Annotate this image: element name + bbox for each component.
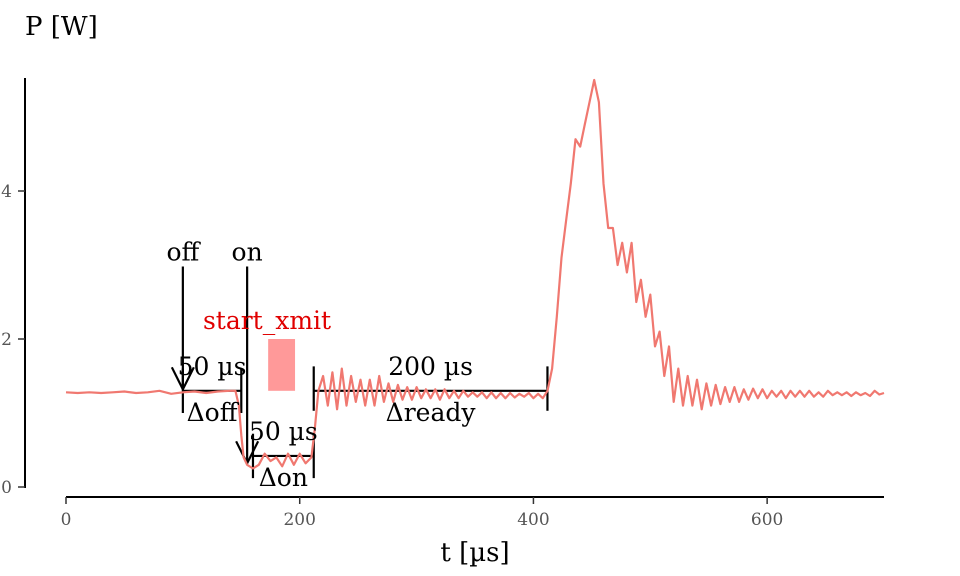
power-series-line [65, 78, 885, 470]
interval-duration-label: 50 µs [178, 352, 247, 381]
x-tick-label: 600 [751, 510, 783, 530]
x-tick-label: 200 [283, 510, 315, 530]
x-axis-title: t [µs] [440, 538, 509, 568]
x-tick-label: 400 [517, 510, 549, 530]
y-axis-title: P [W] [25, 12, 98, 42]
start-xmit-label: start_xmit [203, 306, 331, 335]
start-xmit-highlight [268, 339, 296, 391]
y-tick-label: 4 [1, 182, 12, 202]
x-tick-label: 0 [61, 510, 72, 530]
interval-name-label: Δoff [187, 398, 240, 427]
interval-name-label: Δready [386, 398, 477, 427]
y-tick-label: 0 [1, 478, 12, 498]
axis-ticks: 0 2 4 0 200 400 600 [1, 182, 783, 530]
annotation-labels: start_xmit off on 50 µs Δoff 50 µs Δon 200 µs Δr… [166, 237, 476, 491]
interval-duration-label: 50 µs [249, 417, 318, 446]
interval-duration-label: 200 µs [388, 352, 473, 381]
y-tick-label: 2 [1, 330, 12, 350]
interval-name-label: Δon [259, 463, 308, 492]
on-marker-label: on [232, 237, 263, 266]
off-marker-label: off [166, 237, 201, 266]
